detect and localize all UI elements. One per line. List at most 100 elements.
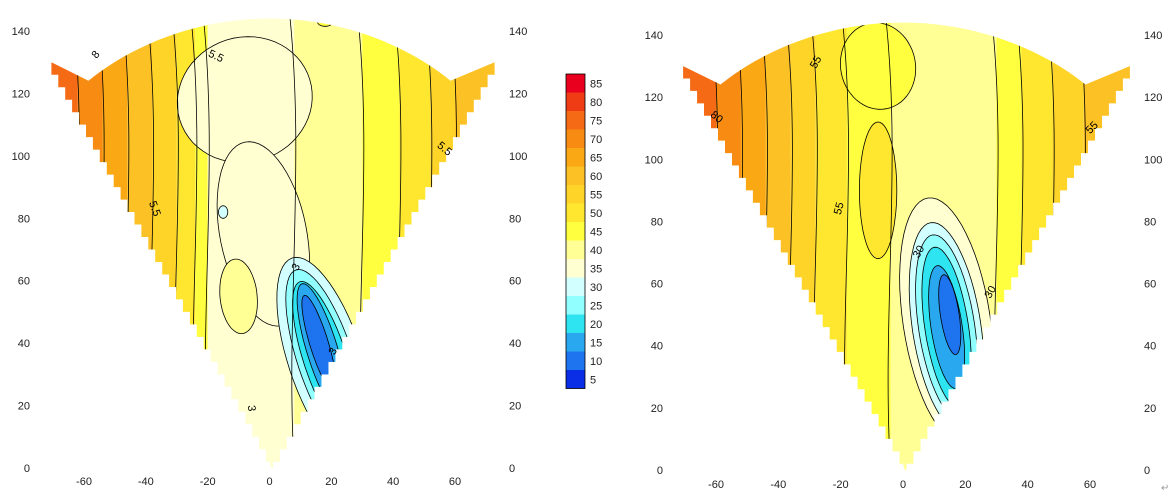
left-contour-region xyxy=(219,258,258,334)
left-contour-line xyxy=(287,18,297,469)
right-y-tick-right: 80 xyxy=(1144,216,1156,228)
colorbar-swatch xyxy=(566,111,585,130)
left-contour-line xyxy=(448,18,458,469)
right-band xyxy=(1083,22,1130,471)
left-y-tick-left: 120 xyxy=(12,88,30,100)
right-field xyxy=(683,22,1130,471)
left-band xyxy=(102,18,128,469)
left-contour-region xyxy=(218,205,229,219)
colorbar: 85 80 75 70 65 60 55 50 45 40 35 30 25 20 15 10 5 xyxy=(565,73,602,389)
colorbar-label: 65 xyxy=(590,152,602,164)
left-contour-label: 3 xyxy=(245,405,257,412)
colorbar-swatch xyxy=(566,333,585,352)
right-x-tick: 60 xyxy=(1084,479,1096,491)
right-band xyxy=(996,22,1022,471)
left-contour-label: 3 xyxy=(327,346,340,357)
left-y-tick-left: 0 xyxy=(24,463,30,475)
left-y-tick-left: 60 xyxy=(18,276,30,288)
right-y-tick-left: 80 xyxy=(651,216,663,228)
right-x-tick: -40 xyxy=(770,479,786,491)
left-band xyxy=(430,18,455,469)
colorbar-label: 45 xyxy=(590,226,602,238)
left-y-tick-right: 40 xyxy=(509,338,521,350)
right-band xyxy=(1021,22,1053,471)
colorbar-swatch xyxy=(566,74,585,93)
right-x-tick: 40 xyxy=(1022,479,1034,491)
right-x-tick: -60 xyxy=(708,479,724,491)
return-mark: ↵ xyxy=(1161,483,1169,493)
right-y-tick-left: 60 xyxy=(651,279,663,291)
left-x-tick: -40 xyxy=(138,476,154,488)
colorbar-label: 30 xyxy=(590,282,602,294)
left-y-tick-left: 100 xyxy=(12,151,30,163)
colorbar-swatch xyxy=(566,370,585,389)
right-y-tick-right: 60 xyxy=(1144,279,1156,291)
right-y-tick-right: 20 xyxy=(1144,403,1156,415)
right-contour-label: 30 xyxy=(911,244,928,261)
left-x-tick: -60 xyxy=(76,476,92,488)
left-x-tick: 0 xyxy=(266,476,272,488)
left-band xyxy=(152,18,177,469)
left-band xyxy=(127,18,153,469)
left-y-tick-left: 80 xyxy=(18,213,30,225)
left-contour-label: 5.5 xyxy=(146,200,163,218)
right-band xyxy=(790,22,816,471)
left-contour-region xyxy=(316,18,334,27)
right-y-tick-right: 140 xyxy=(1144,30,1162,42)
colorbar-frame xyxy=(565,73,586,389)
left-contour-line xyxy=(71,18,80,469)
left-contour-label: 5.5 xyxy=(206,48,225,65)
colorbar-swatch xyxy=(566,203,585,222)
right-contour-region xyxy=(858,121,898,260)
left-y-tick-left: 20 xyxy=(18,401,30,413)
left-band xyxy=(399,18,431,469)
right-y-tick-right: 120 xyxy=(1144,92,1162,104)
colorbar-label: 75 xyxy=(590,115,602,127)
left-contour-region xyxy=(176,36,313,164)
right-contour-region xyxy=(839,22,917,110)
colorbar-label: 70 xyxy=(590,134,602,146)
right-band xyxy=(1052,22,1084,471)
colorbar-label: 15 xyxy=(590,337,602,349)
colorbar-swatch xyxy=(566,129,585,148)
colorbar-label: 40 xyxy=(590,245,602,257)
left-y-tick-right: 60 xyxy=(509,276,521,288)
colorbar-swatch xyxy=(566,259,585,278)
left-y-tick-left: 40 xyxy=(18,338,30,350)
colorbar-swatch xyxy=(566,351,585,370)
right-y-tick-right: 100 xyxy=(1144,154,1162,166)
right-y-tick-left: 140 xyxy=(645,30,663,42)
left-contour-label: 8 xyxy=(89,49,102,61)
right-contour-label: 30 xyxy=(982,284,999,301)
left-y-tick-right: 80 xyxy=(509,213,521,225)
colorbar-label: 50 xyxy=(590,208,602,220)
right-y-tick-left: 0 xyxy=(657,465,663,477)
right-x-tick: -20 xyxy=(833,479,849,491)
left-x-tick: -20 xyxy=(200,476,216,488)
left-y-tick-right: 100 xyxy=(509,151,527,163)
right-contour-label: 55 xyxy=(832,201,847,216)
colorbar-swatch xyxy=(566,222,585,241)
colorbar-label: 10 xyxy=(590,356,602,368)
right-contour-line xyxy=(709,22,719,471)
colorbar-label: 20 xyxy=(590,319,602,331)
colorbar-label: 25 xyxy=(590,300,602,312)
left-y-tick-right: 20 xyxy=(509,401,521,413)
left-band xyxy=(77,18,103,469)
colorbar-swatch xyxy=(566,92,585,111)
left-y-tick-right: 140 xyxy=(509,26,527,38)
colorbar-swatch xyxy=(566,277,585,296)
right-y-tick-left: 120 xyxy=(645,92,663,104)
colorbar-swatch xyxy=(566,314,585,333)
right-y-tick-left: 100 xyxy=(645,154,663,166)
right-y-tick-right: 0 xyxy=(1144,465,1150,477)
left-x-tick: 20 xyxy=(325,476,337,488)
right-y-tick-right: 40 xyxy=(1144,341,1156,353)
left-field xyxy=(51,18,495,469)
right-band xyxy=(765,22,791,471)
right-band xyxy=(716,22,741,471)
left-x-tick: 60 xyxy=(449,476,461,488)
